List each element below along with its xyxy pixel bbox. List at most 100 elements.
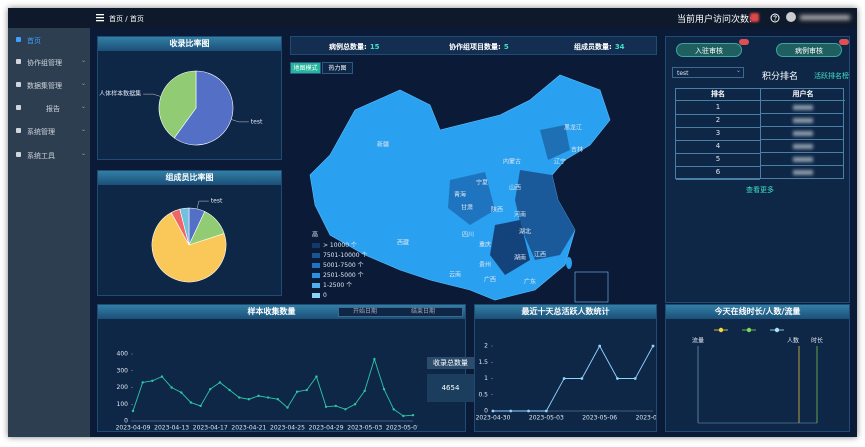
menu-item[interactable]: 首页 — [27, 37, 41, 45]
province-label: 广西 — [484, 276, 496, 284]
dashboard: 首页 协作组管理 ⌄ 数据集管理 ⌄ 报告 ⌄ 系统管理 ⌄ 系统工具 ⌄ 首页 / 首页 当前用户… — [8, 8, 857, 437]
menu-item[interactable]: 协作组管理 — [27, 59, 62, 67]
x-tick-label: 2023-04-21 — [231, 425, 266, 432]
data-point — [580, 377, 584, 380]
menu-item[interactable]: 数据集管理 — [27, 82, 62, 90]
ranking-panel: 入驻审核 病例审核 test ⌄ 积分排名 活跃排名榜 排名 用户名 1 2 3 4 5 6 查看更多 — [665, 36, 850, 303]
logo-area — [8, 8, 90, 28]
user-cell — [760, 127, 844, 140]
y-tick-label: 0 — [484, 408, 488, 415]
map-inset — [574, 271, 609, 303]
start-date[interactable]: 开始日期 — [353, 308, 378, 315]
y-tick-label: 1 — [484, 375, 488, 382]
breadcrumb: 首页 / 首页 — [109, 14, 144, 24]
province-label: 青海 — [454, 191, 466, 199]
legend-dot — [746, 327, 752, 333]
total-label: 收录总数量 — [427, 357, 474, 369]
legend-swatch — [312, 263, 320, 268]
legend-swatch — [312, 243, 320, 248]
legend-title: 高 — [312, 231, 318, 239]
data-point — [562, 377, 566, 380]
active-panel: 最近十天总活跃人数统计 0 0.5 1 1.5 2 2023-04-30 2023-05-0… — [474, 304, 657, 432]
map-tab[interactable]: 热力图 — [322, 62, 353, 74]
x-tick-label: 2023-04-30 — [476, 415, 511, 422]
y-tick-label: 0.5 — [478, 391, 488, 398]
member-pie-panel: 组成员比率图 test — [97, 170, 282, 296]
data-point — [363, 389, 366, 393]
map-tab[interactable]: 地图模式 — [290, 62, 321, 74]
data-point — [238, 396, 241, 399]
x-tick-label: 2023-05-03 — [347, 425, 382, 432]
end-date[interactable]: 结束日期 — [411, 308, 436, 315]
stat: 病例总数量: 15 — [329, 42, 380, 52]
label-line — [231, 119, 249, 123]
axis-label: 人数 — [787, 337, 799, 345]
data-point — [131, 409, 135, 413]
legend-label: 1-2500 个 — [323, 282, 352, 289]
more-link[interactable]: 查看更多 — [746, 186, 774, 194]
data-point — [491, 409, 495, 413]
breadcrumb-item[interactable]: 首页 — [109, 15, 123, 23]
stat-label: 协作组项目数量: — [449, 43, 501, 51]
province-label: 江西 — [534, 252, 546, 259]
menu-item[interactable]: 系统管理 — [27, 128, 55, 136]
select[interactable]: test — [672, 67, 744, 78]
y-tick-label: 1.5 — [478, 359, 488, 366]
user-name-blurred — [793, 170, 813, 175]
rank-cell: 2 — [676, 114, 760, 128]
data-point — [633, 377, 637, 380]
help-icon[interactable] — [770, 13, 780, 23]
data-point — [392, 408, 395, 411]
user-avatar[interactable] — [786, 12, 796, 22]
legend-swatch — [312, 283, 320, 288]
pie-slice — [179, 207, 190, 246]
data-point — [218, 381, 222, 384]
ranking-link[interactable]: 活跃排名榜 — [814, 72, 849, 80]
map-taiwan — [566, 257, 572, 269]
online-panel: 今天在线时长/人数/流量 流量 人数 时长 — [665, 304, 850, 432]
stat-value: 15 — [369, 43, 380, 51]
menu-item[interactable]: 报告 — [46, 105, 60, 113]
menu-toggle[interactable] — [96, 13, 105, 22]
province-label: 四川 — [462, 232, 474, 239]
province-label: 内蒙古 — [503, 158, 521, 166]
pie-label: test — [211, 198, 223, 205]
rank-cell: 5 — [676, 153, 760, 167]
data-point — [141, 381, 144, 384]
menu-arrow: ⌄ — [81, 57, 87, 64]
stat-label: 组成员数量: — [574, 43, 612, 51]
data-point — [247, 398, 251, 401]
user-name-blurred — [800, 15, 850, 20]
menu-icon — [16, 82, 21, 87]
legend-label: 2501-5000 个 — [323, 272, 364, 279]
province-label: 湖南 — [514, 254, 526, 262]
breadcrumb-separator: / — [125, 15, 128, 23]
data-point — [324, 405, 328, 408]
data-point — [286, 406, 289, 409]
data-point — [257, 394, 260, 398]
rank-cell: 1 — [676, 101, 760, 115]
province-label: 贵州 — [479, 261, 491, 269]
menu-icon — [16, 105, 21, 110]
province-label: 新疆 — [377, 141, 389, 149]
pie-slice — [158, 70, 197, 139]
legend-swatch — [312, 273, 320, 278]
review-button[interactable]: 入驻审核 — [676, 43, 742, 57]
province-label: 黑龙江 — [564, 124, 582, 132]
date-range-picker[interactable]: 开始日期 结束日期 — [338, 307, 463, 317]
user-cell — [760, 153, 844, 166]
x-tick-label: 2023-04-25 — [270, 425, 305, 432]
data-point — [209, 387, 212, 391]
visit-count — [750, 13, 759, 22]
review-button[interactable]: 病例审核 — [776, 43, 842, 57]
menu-arrow: ⌄ — [81, 150, 87, 157]
menu-item[interactable]: 系统工具 — [27, 152, 55, 160]
panel-title: 收录比率图 — [98, 37, 281, 51]
data-point — [353, 403, 357, 406]
map-region-dark — [515, 170, 575, 260]
rank-cell: 6 — [676, 166, 760, 180]
map-region-mid — [448, 172, 495, 225]
data-point — [544, 409, 548, 413]
province-label: 广东 — [524, 278, 536, 286]
map-region-darker — [490, 220, 530, 275]
